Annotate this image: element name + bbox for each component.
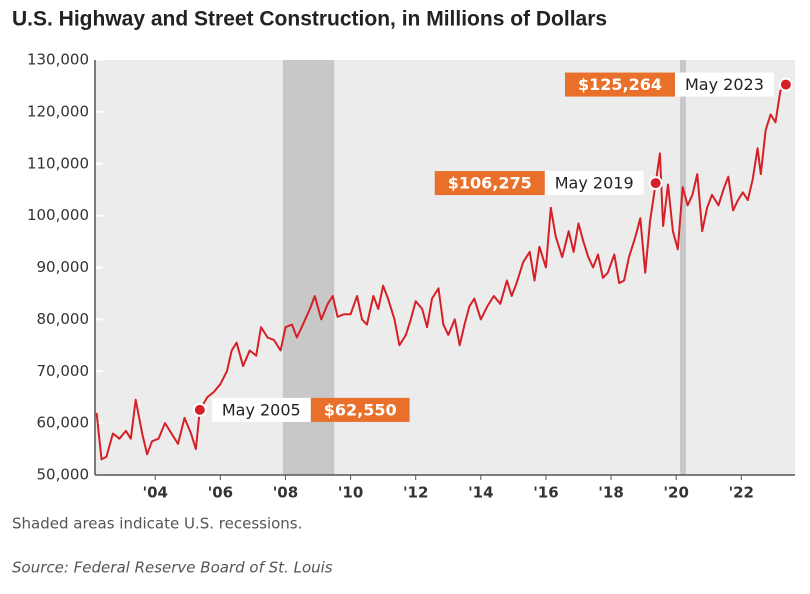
x-tick-label: '04 [142,484,167,502]
y-tick-label: 80,000 [37,310,90,328]
x-tick-label: '22 [729,484,754,502]
y-tick-label: 130,000 [27,51,89,69]
callout-value: $62,550 [324,400,397,419]
y-tick-label: 120,000 [27,102,89,120]
callout: May 2005 $62,550 [211,397,410,422]
plot-background [95,60,795,475]
x-tick-label: '18 [598,484,623,502]
callout-box [564,72,675,97]
highlight-point [192,402,207,417]
callout: May 2023 $125,264 [564,72,774,97]
callout-value: $125,264 [578,75,662,94]
callout-box [211,397,311,422]
series-line [95,83,787,461]
x-tick-label: '20 [663,484,688,502]
x-tick-label: '12 [403,484,428,502]
x-tick-label: '10 [338,484,363,502]
callout-box [544,171,644,196]
callout-box [434,171,545,196]
chart-title: U.S. Highway and Street Construction, in… [12,8,607,31]
callout-box [310,397,410,422]
y-tick-label: 100,000 [27,206,89,224]
y-tick-label: 50,000 [37,466,90,484]
highlight-point [778,77,793,92]
callout: May 2019 $106,275 [434,171,644,196]
callout-date: May 2019 [555,174,634,193]
highlight-point [648,176,663,191]
source: Source: Federal Reserve Board of St. Lou… [12,559,333,577]
x-tick-label: '06 [208,484,233,502]
x-tick-label: '14 [468,484,493,502]
callout-date: May 2023 [685,75,764,94]
y-tick-label: 60,000 [37,414,90,432]
callout-value: $106,275 [448,174,532,193]
callout-box [674,72,774,97]
y-tick-label: 70,000 [37,362,90,380]
recession-band [680,60,686,475]
callout-date: May 2005 [222,400,301,419]
x-tick-label: '16 [533,484,558,502]
x-tick-label: '08 [273,484,298,502]
y-tick-label: 110,000 [27,154,89,172]
y-tick-label: 90,000 [37,258,90,276]
note: Shaded areas indicate U.S. recessions. [12,515,302,533]
